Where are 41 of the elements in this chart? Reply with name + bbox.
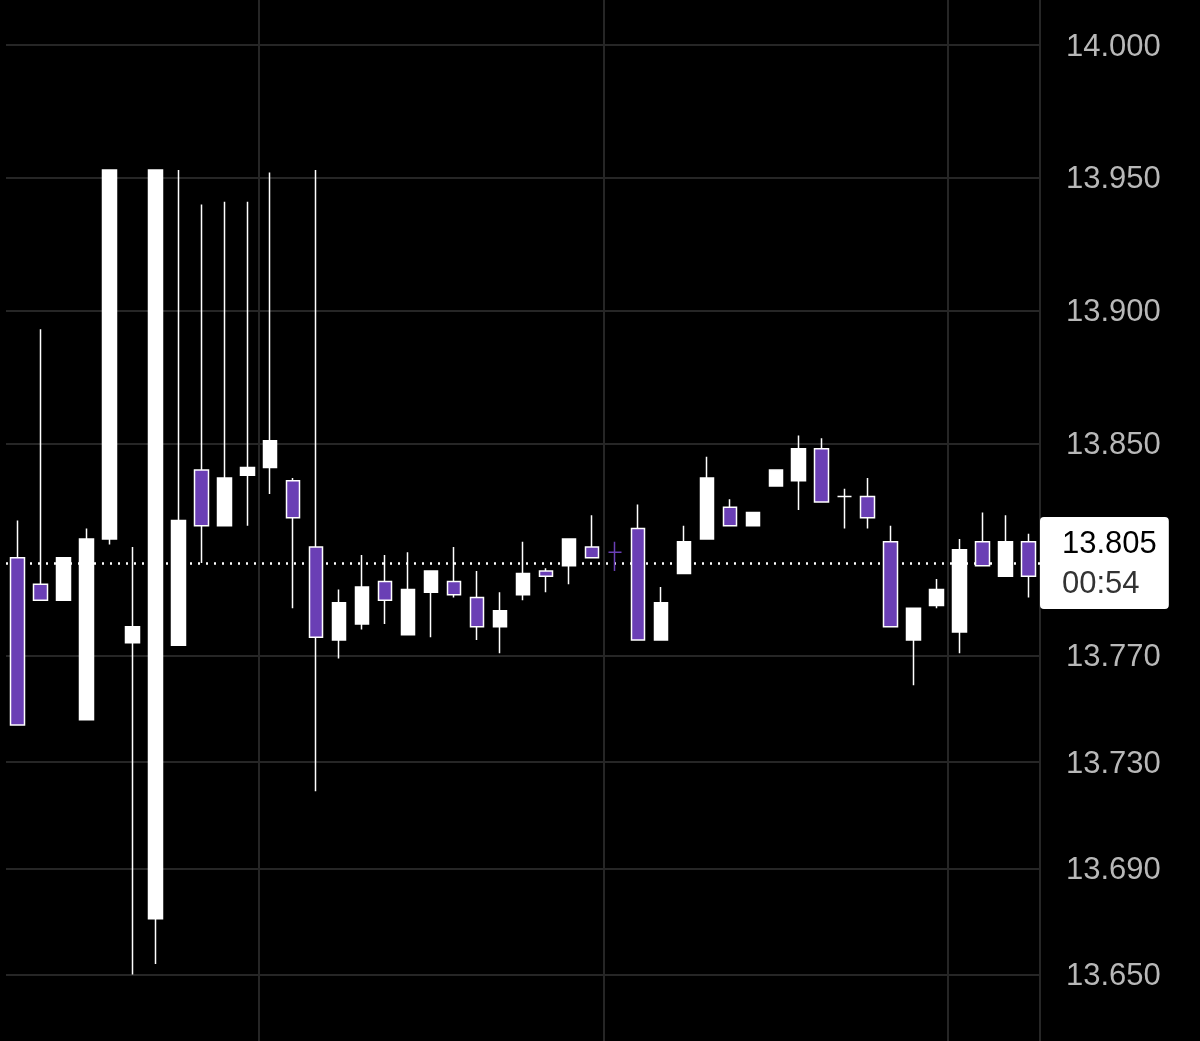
candlestick	[515, 540, 531, 601]
candlestick	[331, 588, 347, 660]
candlestick	[492, 591, 508, 655]
candlestick	[928, 578, 945, 609]
candlestick	[882, 525, 899, 628]
candlestick	[538, 567, 554, 593]
candlestick	[239, 201, 256, 527]
candlestick	[607, 540, 623, 572]
candlestick	[699, 456, 715, 540]
candlestick	[813, 437, 830, 503]
candlestick	[836, 487, 853, 530]
candlestick	[101, 169, 118, 546]
ref-line-label: 13.805	[1062, 525, 1157, 561]
candlestick	[905, 607, 922, 686]
candlestick	[561, 538, 577, 585]
candlestick	[653, 586, 669, 641]
text: 00:54	[1062, 565, 1140, 601]
candlestick	[9, 519, 26, 726]
candlestick	[859, 477, 876, 530]
candlestick	[584, 514, 600, 559]
y-tick-label: 13.900	[1066, 293, 1161, 329]
candlestick	[216, 201, 233, 527]
candlestick	[676, 525, 692, 575]
y-tick-label: 13.730	[1066, 744, 1161, 780]
y-tick-label: 14.000	[1066, 27, 1161, 63]
candlestick	[469, 570, 485, 641]
candlestick	[790, 434, 807, 511]
y-tick-label: 13.650	[1066, 957, 1161, 993]
candlestick	[262, 171, 278, 495]
candlestick	[722, 498, 738, 527]
candlestick	[308, 169, 324, 793]
candlestick	[1020, 533, 1037, 599]
y-tick-label: 13.770	[1066, 638, 1161, 674]
candlestick	[147, 169, 164, 965]
y-tick-label: 13.850	[1066, 425, 1161, 461]
candlestick	[170, 169, 187, 647]
y-tick-label: 13.950	[1066, 160, 1161, 196]
candlestick	[423, 570, 439, 639]
candlestick	[768, 469, 784, 487]
candlestick	[745, 511, 761, 527]
y-tick-label: 13.690	[1066, 850, 1161, 886]
